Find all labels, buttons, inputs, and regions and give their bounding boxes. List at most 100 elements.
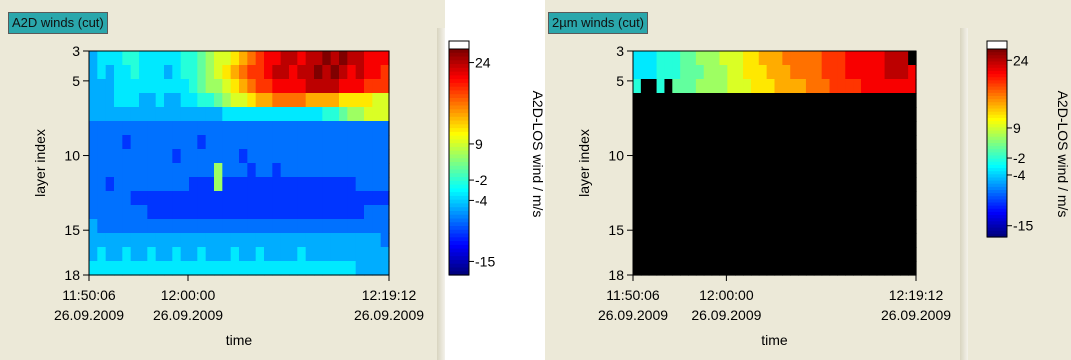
heatmap-cell [247, 233, 257, 248]
heatmap-cell [355, 79, 365, 94]
heatmap-cell [735, 51, 744, 66]
heatmap-cell [272, 65, 282, 80]
heatmap-cell [900, 247, 909, 262]
heatmap-cell [189, 261, 198, 276]
heatmap-cell [648, 51, 658, 66]
heatmap-cell [711, 219, 721, 234]
heatmap-cell [672, 65, 681, 80]
heatmap-cell [837, 219, 846, 234]
heatmap-cell [845, 135, 854, 150]
heatmap-cell [164, 177, 173, 192]
heatmap-cell [155, 65, 165, 80]
heatmap-cell [727, 247, 736, 262]
heatmap-cell [884, 121, 894, 136]
heatmap-cell [664, 247, 673, 262]
heatmap-cell [743, 65, 752, 80]
heatmap-cell [197, 121, 207, 136]
heatmap-cell [908, 65, 917, 80]
colorbar-segment [449, 143, 469, 148]
heatmap-cell [380, 205, 390, 220]
heatmap-cell [89, 177, 98, 192]
heatmap-cell [633, 247, 642, 262]
heatmap-cell [280, 247, 290, 262]
heatmap-cell [297, 205, 307, 220]
heatmap-cell [272, 163, 282, 178]
heatmap-cell [719, 79, 728, 94]
heatmap-cell [364, 205, 373, 220]
heatmap-cell [305, 233, 315, 248]
heatmap-cell [829, 107, 838, 122]
chart-title-a2d[interactable]: A2D winds (cut) [8, 12, 108, 34]
heatmap-cell [239, 205, 248, 220]
heatmap-cell [155, 247, 165, 262]
heatmap-cell [239, 107, 248, 122]
colorbar-segment [449, 105, 469, 110]
heatmap-cell [782, 107, 791, 122]
heatmap-cell [727, 121, 736, 136]
heatmap-cell [853, 163, 862, 178]
heatmap-cell [648, 177, 658, 192]
heatmap-cell [89, 163, 98, 178]
heatmap-cell [322, 233, 332, 248]
heatmap-cell [829, 219, 838, 234]
heatmap-cell [900, 233, 909, 248]
heatmap-cell [782, 79, 791, 94]
heatmap-cell [147, 51, 157, 66]
heatmap-cell [222, 135, 232, 150]
colorbar-segment [987, 158, 1007, 163]
heatmap-cell [853, 247, 862, 262]
colorbar-segment [987, 193, 1007, 197]
heatmap-cell [372, 79, 382, 94]
colorbar-segment [449, 162, 469, 167]
heatmap-cell [876, 93, 886, 108]
heatmap-cell [355, 93, 365, 108]
heatmap-cell [114, 149, 123, 164]
heatmap-cell [189, 205, 198, 220]
heatmap-cell [205, 135, 215, 150]
heatmap-cell [688, 121, 697, 136]
heatmap-cell [853, 93, 862, 108]
heatmap-cell [703, 121, 713, 136]
heatmap-cell [648, 163, 658, 178]
heatmap-cell [289, 79, 298, 94]
heatmap-cell [89, 261, 98, 276]
heatmap-cell [884, 65, 894, 80]
heatmap-cell [264, 51, 273, 66]
heatmap-cell [280, 93, 290, 108]
heatmap-cell [297, 261, 307, 276]
heatmap-cell [640, 135, 650, 150]
heatmap-cell [735, 191, 744, 206]
colorbar-segment [449, 94, 469, 99]
heatmap-cell [766, 135, 776, 150]
heatmap-cell [766, 163, 776, 178]
chart-title-2um[interactable]: 2µm winds (cut) [548, 12, 649, 34]
heatmap-cell [239, 233, 248, 248]
heatmap-cell [719, 177, 728, 192]
heatmap-cell [900, 205, 909, 220]
heatmap-cell [805, 177, 815, 192]
heatmap-cell [813, 261, 823, 276]
colorbar-segment [449, 97, 469, 103]
heatmap-cell [89, 191, 98, 206]
heatmap-cell [289, 163, 298, 178]
heatmap-cell [97, 65, 107, 80]
heatmap-cell [339, 219, 348, 234]
heatmap-cell [239, 261, 248, 276]
heatmap-cell [680, 121, 689, 136]
colorbar-segment [987, 58, 1007, 63]
heatmap-cell [774, 177, 783, 192]
heatmap-cell [766, 261, 776, 276]
colorbar-segment [987, 127, 1007, 132]
heatmap-cell [703, 205, 713, 220]
heatmap-cell [727, 163, 736, 178]
heatmap-cell [255, 177, 265, 192]
heatmap-cell [798, 177, 807, 192]
heatmap-cell [214, 177, 223, 192]
heatmap-cell [205, 65, 215, 80]
colorbar-segment [449, 124, 469, 129]
heatmap-cell [97, 79, 107, 94]
heatmap-cell [197, 219, 207, 234]
heatmap-cell [289, 205, 298, 220]
heatmap-cell [853, 65, 862, 80]
heatmap-cell [114, 163, 123, 178]
